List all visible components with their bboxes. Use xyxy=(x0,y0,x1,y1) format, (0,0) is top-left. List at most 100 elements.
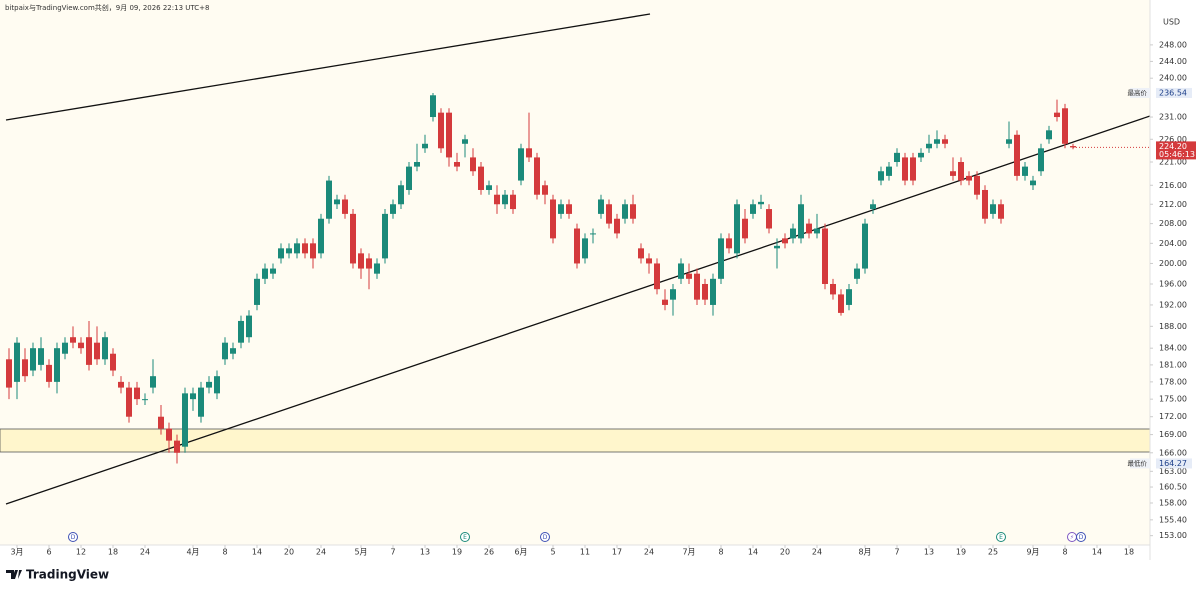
y-tick-label: 200.00 xyxy=(1159,259,1187,268)
candle-body xyxy=(582,238,588,259)
candle-body xyxy=(910,157,916,181)
x-tick-label: 24 xyxy=(644,548,654,557)
candle-body xyxy=(70,337,76,343)
candle-body xyxy=(94,342,100,360)
y-tick-label: 204.00 xyxy=(1159,239,1187,248)
candle-body xyxy=(606,204,612,224)
x-tick-label: 13 xyxy=(924,548,934,557)
candle-body xyxy=(486,185,492,190)
x-tick-label: 18 xyxy=(108,548,118,557)
x-tick-label: 8 xyxy=(718,548,723,557)
candle-body xyxy=(174,440,180,453)
candle-body xyxy=(550,199,556,239)
candle-body xyxy=(678,263,684,279)
event-marker xyxy=(540,532,550,542)
last-price-value: 224.20 xyxy=(1159,142,1187,151)
y-tick-label: 175.00 xyxy=(1159,395,1187,404)
x-tick-label: 24 xyxy=(140,548,150,557)
x-tick-label: 17 xyxy=(612,548,622,557)
y-tick-label: 196.00 xyxy=(1159,279,1187,288)
candle-body xyxy=(438,112,444,149)
candle-body xyxy=(998,204,1004,219)
candle-body xyxy=(246,315,252,338)
candle-body xyxy=(1062,108,1068,144)
candle-body xyxy=(1014,134,1020,176)
candle-body xyxy=(1038,148,1044,172)
header: bitpaix与TradingView.com共创，9月 09, 2026 22… xyxy=(5,3,209,12)
brand: TradingView xyxy=(26,568,109,582)
candle-body xyxy=(622,204,628,219)
candle-body xyxy=(718,238,724,279)
candle-body xyxy=(934,139,940,144)
price-marker-label: 最高价 xyxy=(1128,88,1148,97)
currency: USD xyxy=(1163,18,1180,27)
x-tick-label: 26 xyxy=(484,548,494,557)
candle-body xyxy=(638,248,644,259)
trendline xyxy=(5,13,651,121)
candle-body xyxy=(14,342,20,382)
x-tick-label: 8 xyxy=(222,548,227,557)
candle-body xyxy=(1070,146,1076,148)
candle-body xyxy=(54,348,60,382)
candle-body xyxy=(150,376,156,388)
candle-body xyxy=(782,238,788,244)
x-tick-label: 25 xyxy=(988,548,998,557)
candle-body xyxy=(830,283,836,295)
candle-body xyxy=(958,162,964,181)
logo xyxy=(6,570,22,579)
x-tick-label: 5月 xyxy=(354,548,367,557)
candle-body xyxy=(766,209,772,229)
candle-body xyxy=(270,268,276,274)
candle-body xyxy=(510,194,516,210)
y-tick-label: 216.00 xyxy=(1159,181,1187,190)
candle-body xyxy=(494,194,500,205)
candle-body xyxy=(558,204,564,214)
x-tick-label: 14 xyxy=(748,548,758,557)
candle-body xyxy=(470,157,476,172)
last-price-countdown: 05:46:13 xyxy=(1159,150,1195,159)
plot-background xyxy=(0,0,1150,545)
event-label: ⚡ xyxy=(1070,534,1074,541)
candle-body xyxy=(950,171,956,176)
candle-body xyxy=(614,218,620,234)
candle-body xyxy=(966,175,972,181)
x-tick-label: 6月 xyxy=(514,548,527,557)
x-tick-label: 4月 xyxy=(186,548,199,557)
x-tick-label: 9月 xyxy=(1026,548,1039,557)
x-tick-label: 24 xyxy=(316,548,326,557)
event-marker xyxy=(1076,532,1086,542)
candle-body xyxy=(158,416,164,429)
candle-body xyxy=(46,364,52,382)
candle-body xyxy=(838,294,844,313)
support-zone xyxy=(0,428,1151,453)
x-tick-label: 12 xyxy=(76,548,86,557)
x-tick-label: 6 xyxy=(46,548,51,557)
candle-body xyxy=(894,152,900,163)
candle-body xyxy=(142,399,148,401)
y-tick-label: 226.00 xyxy=(1159,135,1187,144)
candle-body xyxy=(982,189,988,219)
x-tick-label: 7 xyxy=(390,548,395,557)
candle-body xyxy=(870,204,876,210)
y-tick-label: 208.00 xyxy=(1159,219,1187,228)
candle-body xyxy=(22,359,28,377)
x-tick-label: 7月 xyxy=(682,548,695,557)
candle-body xyxy=(302,243,308,254)
event-label: E xyxy=(999,534,1003,541)
candle-body xyxy=(846,289,852,305)
candle-body xyxy=(6,359,12,388)
candle-body xyxy=(238,320,244,343)
candle-body xyxy=(198,387,204,417)
candle-body xyxy=(190,393,196,400)
candle-body xyxy=(390,204,396,214)
candle-body xyxy=(750,204,756,214)
y-tick-label: 160.50 xyxy=(1159,483,1187,492)
candle-body xyxy=(918,152,924,158)
event-label: D xyxy=(543,534,548,541)
x-tick-label: 11 xyxy=(580,548,590,557)
candle-body xyxy=(942,139,948,144)
price-marker-value: 164.27 xyxy=(1159,459,1187,468)
candle-body xyxy=(1006,139,1012,144)
x-tick-label: 8月 xyxy=(858,548,871,557)
